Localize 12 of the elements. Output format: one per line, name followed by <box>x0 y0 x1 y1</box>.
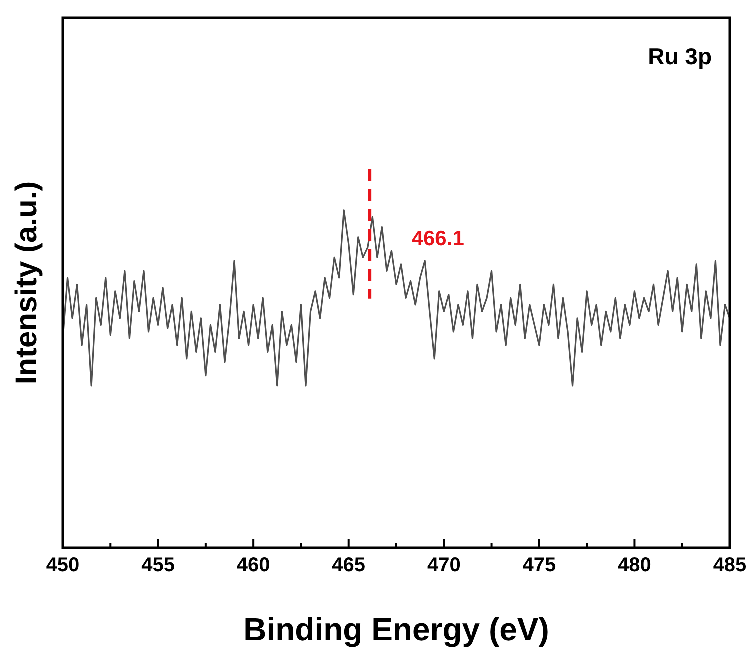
text: Ru 3p <box>648 43 712 70</box>
ref-line-label: 466.1 <box>412 227 465 250</box>
x-tick-label: 470 <box>427 554 461 577</box>
x-tick-label: 450 <box>46 554 80 577</box>
x-tick-label: 465 <box>332 554 366 577</box>
x-tick-label: 475 <box>522 554 556 577</box>
x-tick-label: 455 <box>142 554 175 577</box>
x-axis-title: Binding Energy (eV) <box>244 612 550 648</box>
x-tick-label: 480 <box>618 554 652 577</box>
x-tick-label: 460 <box>236 554 270 577</box>
y-axis-title: Intensity (a.u.) <box>10 181 44 385</box>
x-tick-label: 485 <box>713 554 747 577</box>
